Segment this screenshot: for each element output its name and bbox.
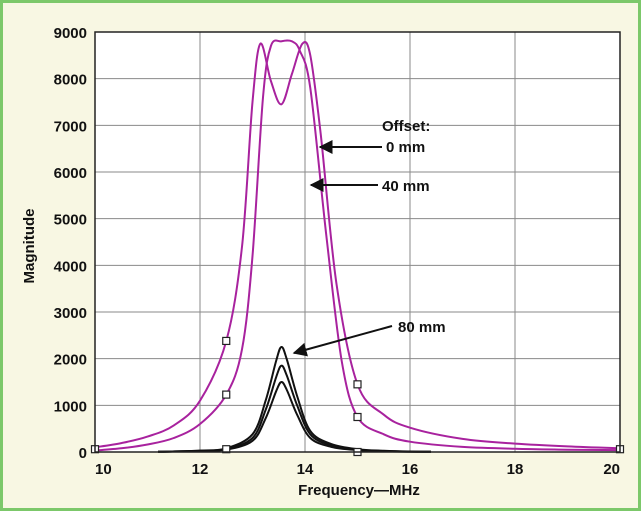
y-tick-label: 0 (79, 445, 87, 462)
y-axis-ticks: 0 1000 2000 3000 4000 5000 6000 7000 8000 9000 (54, 25, 87, 462)
plot-border (94, 31, 621, 453)
x-tick-label: 18 (507, 461, 524, 478)
data-marker (353, 412, 362, 422)
series-line-1 (94, 39, 621, 452)
plot-area (95, 32, 620, 452)
x-axis-title: Frequency—MHz (298, 482, 420, 499)
annotation-80mm-label: 80 mm (398, 319, 446, 336)
series-line-0 (94, 41, 621, 450)
x-axis-ticks: 10 12 14 16 18 20 (95, 461, 620, 478)
y-tick-label: 6000 (54, 165, 87, 182)
grid (95, 32, 620, 452)
y-tick-label: 2000 (54, 352, 87, 369)
data-marker (353, 380, 362, 389)
annotation-40mm-label: 40 mm (382, 178, 430, 195)
y-tick-label: 4000 (54, 258, 87, 275)
series-layer (94, 39, 621, 453)
series-line-4 (157, 380, 432, 453)
y-tick-label: 5000 (54, 212, 87, 229)
x-tick-label: 10 (95, 461, 112, 478)
y-tick-label: 3000 (54, 305, 87, 322)
x-tick-label: 14 (297, 461, 314, 478)
y-tick-label: 9000 (54, 25, 87, 42)
x-tick-label: 16 (402, 461, 419, 478)
y-tick-label: 8000 (54, 72, 87, 89)
x-tick-label: 12 (192, 461, 209, 478)
annotation-arrow (292, 325, 393, 357)
annotations: Offset: 0 mm 40 mm 80 mm (382, 118, 446, 336)
annotation-0mm-label: 0 mm (386, 139, 425, 156)
annotation-offset-label: Offset: (382, 118, 430, 135)
x-tick-label: 20 (603, 461, 620, 478)
y-tick-label: 1000 (54, 398, 87, 415)
data-marker (222, 336, 231, 346)
data-marker (222, 390, 231, 399)
y-tick-label: 7000 (54, 118, 87, 135)
y-axis-title: Magnitude (21, 209, 38, 284)
annotation-arrows (292, 140, 393, 357)
